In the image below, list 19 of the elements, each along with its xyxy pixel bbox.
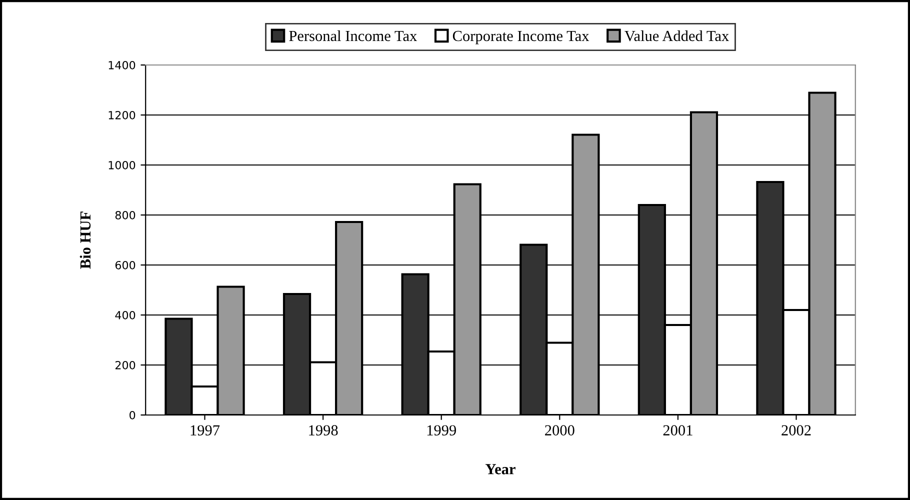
y-axis-title: Bio HUF [80,212,91,269]
x-tick-label: 2001 [663,425,692,436]
x-tick-label: 1998 [309,425,338,436]
y-tick-label: 1400 [108,60,136,70]
y-tick-label: 800 [115,210,136,220]
x-axis-title: Year [486,464,516,474]
y-tick-label: 600 [115,260,136,270]
y-tick-label: 1000 [108,160,136,170]
x-tick-label: 2002 [782,425,811,436]
x-tick-label: 1999 [427,425,456,436]
y-tick-label: 1200 [108,110,136,120]
y-tick-label: 400 [115,310,136,320]
y-tick-label: 200 [115,360,136,370]
legend-label: Corporate Income Tax [452,30,590,44]
legend-label: Value Added Tax [624,30,729,42]
legend-label: Personal Income Tax [289,30,417,42]
y-tick-label: 0 [130,410,136,420]
x-tick-label: 1997 [190,425,220,436]
x-tick-label: 2000 [545,425,574,436]
